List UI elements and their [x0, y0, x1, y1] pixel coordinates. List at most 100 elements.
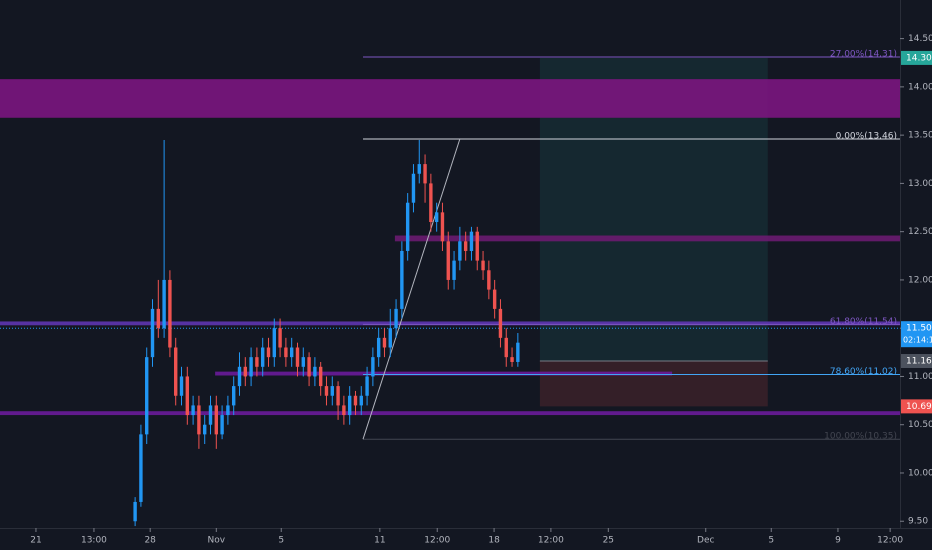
- candle-body: [208, 405, 213, 425]
- candle-body: [139, 434, 143, 502]
- candle-body: [150, 308, 155, 358]
- candle-body: [359, 395, 363, 406]
- x-tick-label: 11: [374, 536, 385, 546]
- candle-body: [510, 357, 514, 362]
- candle-body: [133, 501, 137, 522]
- candle-body: [376, 337, 381, 358]
- y-tick-label: 10.50: [908, 420, 932, 430]
- x-tick-label: 18: [488, 536, 500, 546]
- price-tag: [901, 50, 932, 65]
- candle-body: [429, 183, 433, 223]
- candle-body: [197, 405, 201, 435]
- candle-body: [411, 173, 416, 203]
- y-tick-label: 10.00: [908, 468, 932, 478]
- y-tick-label: 11.00: [908, 372, 932, 382]
- candle-body: [301, 357, 305, 367]
- candle-body: [382, 337, 387, 348]
- candle-body: [324, 386, 329, 396]
- candle-body: [260, 347, 265, 367]
- candle-body: [156, 308, 161, 329]
- x-tick-label: 9: [835, 536, 841, 546]
- candle-body: [255, 357, 259, 367]
- candle-body: [145, 357, 149, 435]
- candle-body: [168, 279, 172, 348]
- candle-body: [174, 347, 178, 396]
- fib-label: 100.00%(10.35): [824, 432, 897, 442]
- candle-body: [295, 347, 300, 367]
- x-tick-label: 21: [30, 536, 41, 546]
- x-tick-label: 12:00: [877, 536, 903, 546]
- candle-body: [347, 395, 352, 416]
- candle-body: [434, 212, 439, 223]
- y-tick-label: 12.00: [908, 275, 932, 285]
- fib-label: 61.80%(11.54): [830, 317, 897, 327]
- zone: [0, 321, 900, 326]
- candle-body: [394, 308, 398, 329]
- candle-body: [400, 250, 404, 309]
- zone: [0, 411, 900, 416]
- loss-zone: [539, 361, 768, 407]
- candle-body: [423, 164, 427, 184]
- y-tick-label: 14.50: [908, 34, 932, 44]
- y-tick-label: 13.50: [908, 131, 932, 141]
- candle-body: [185, 376, 190, 416]
- x-tick-label: 12:00: [424, 536, 450, 546]
- x-tick-label: 28: [144, 536, 156, 546]
- y-tick-label: 13.00: [908, 179, 932, 189]
- zone: [394, 235, 900, 242]
- x-tick-label: 5: [278, 536, 284, 546]
- price-tag: [901, 399, 932, 414]
- candle-body: [278, 328, 282, 348]
- y-tick-label: 9.50: [908, 517, 928, 527]
- candle-body: [516, 342, 520, 362]
- trend-line: [362, 138, 461, 440]
- candle-body: [342, 405, 346, 416]
- candle-body: [388, 328, 392, 348]
- x-tick-label: 5: [768, 536, 774, 546]
- price-tag: [901, 354, 932, 369]
- x-tick-label: Dec: [697, 536, 714, 546]
- y-tick-label: 14.00: [908, 82, 932, 92]
- candle-body: [336, 386, 340, 406]
- price-tag-label: 10.69: [906, 402, 932, 412]
- candle-body: [231, 386, 236, 406]
- y-tick-label: 12.50: [908, 227, 932, 237]
- fib-label: 78.60%(11.02): [830, 367, 897, 377]
- candle-body: [289, 347, 294, 358]
- candle-body: [469, 231, 474, 251]
- candle-body: [318, 366, 323, 387]
- candle-body: [458, 241, 462, 261]
- candle-body: [405, 202, 410, 251]
- candle-body: [243, 366, 247, 377]
- candle-body: [446, 241, 450, 280]
- x-tick-label: Nov: [208, 536, 226, 546]
- candle-body: [203, 424, 207, 435]
- price-tag-label: 14.30: [906, 53, 932, 63]
- candle-body: [237, 366, 242, 387]
- x-tick-label: 25: [603, 536, 614, 546]
- candle-body: [353, 395, 358, 406]
- candle-body: [452, 260, 456, 280]
- candle-body: [307, 357, 311, 377]
- candle-body: [475, 231, 479, 261]
- candle-body: [249, 357, 253, 377]
- candle-body: [487, 270, 491, 290]
- candle-body: [284, 347, 288, 358]
- candle-body: [481, 260, 485, 271]
- price-tag-label: 11.16: [906, 357, 932, 367]
- price-tag: [901, 321, 932, 348]
- candle-body: [226, 405, 230, 416]
- fib-label: 27.00%(14.31): [830, 49, 897, 59]
- candle-body: [330, 386, 334, 396]
- candle-body: [417, 164, 421, 174]
- candle-body: [179, 376, 184, 396]
- candle-body: [440, 212, 445, 242]
- candle-body: [162, 279, 166, 329]
- candle-body: [220, 415, 224, 435]
- price-tag-label: 11.50: [906, 324, 932, 334]
- candle-body: [272, 328, 276, 358]
- candle-body: [214, 405, 219, 435]
- candle-body: [191, 405, 195, 416]
